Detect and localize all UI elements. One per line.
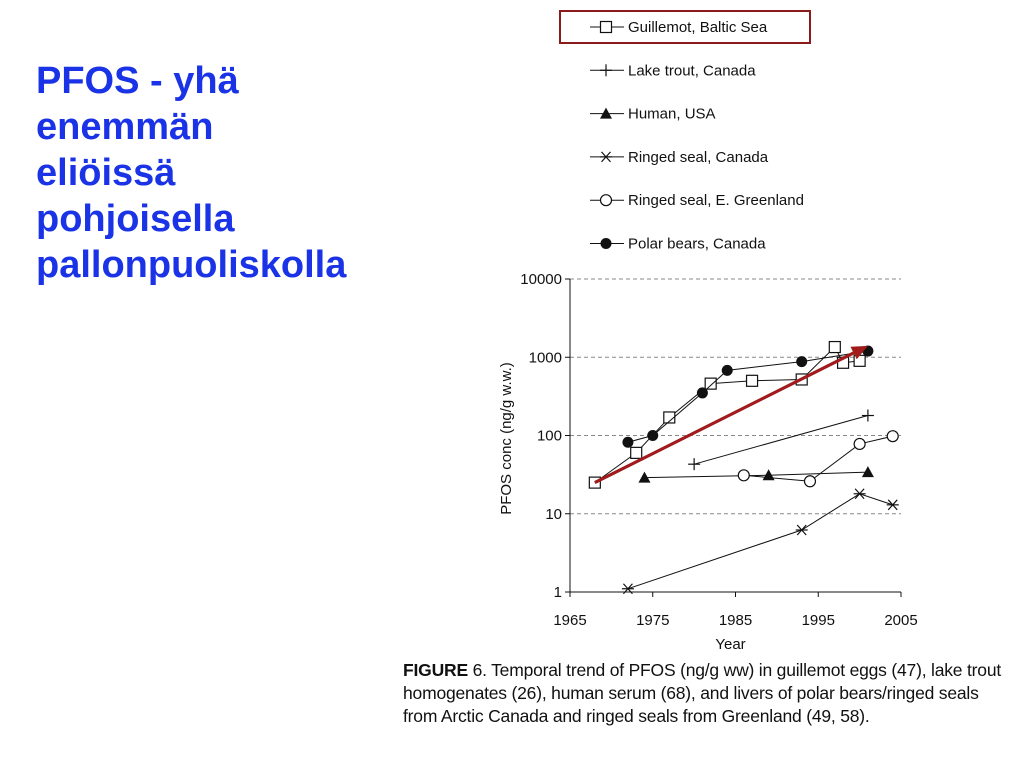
data-point: [796, 356, 808, 368]
caption-text: 6. Temporal trend of PFOS (ng/g ww) in g…: [403, 660, 1002, 726]
x-tick-label: 1965: [553, 612, 586, 629]
y-tick-label: 1000: [529, 349, 562, 366]
data-point: [638, 471, 651, 483]
data-point: [803, 475, 817, 488]
open-square-marker: [599, 20, 613, 34]
series-line: [693, 415, 869, 465]
slide-title-line: eliöissä: [36, 152, 176, 194]
data-point: [861, 466, 874, 478]
triangle-marker: [638, 471, 651, 483]
data-point: [828, 340, 841, 354]
asterisk-marker-d2: [622, 583, 633, 595]
data-point: [663, 411, 676, 424]
legend-highlight-box: [559, 10, 811, 44]
data-point: [696, 387, 708, 399]
data-point: [886, 499, 899, 511]
open-square-marker: [630, 446, 643, 459]
open-square-marker: [704, 377, 717, 390]
filled-circle-marker: [721, 364, 733, 376]
data-point: [721, 364, 733, 376]
slide-title-line: pohjoisella: [36, 198, 235, 240]
open-square-marker: [663, 411, 676, 424]
y-axis-label: PFOS conc (ng/g w.w.): [498, 362, 515, 515]
data-point: [853, 488, 866, 500]
series-line: [627, 493, 893, 590]
x-axis-label: Year: [715, 636, 745, 653]
legend-marker: [600, 107, 612, 119]
legend-label: Polar bears, Canada: [628, 236, 766, 253]
series-line: [743, 435, 893, 482]
triangle-marker: [861, 466, 874, 478]
legend-label: Ringed seal, E. Greenland: [628, 192, 804, 209]
filled-circle-marker: [796, 356, 808, 368]
data-point: [853, 437, 866, 451]
asterisk-marker-d2: [601, 151, 611, 163]
x-tick-label: 1975: [636, 612, 669, 629]
open-circle-marker: [599, 194, 613, 207]
asterisk-marker-d2: [796, 524, 807, 536]
data-point: [647, 430, 659, 441]
filled-circle-marker: [647, 430, 659, 441]
data-point: [704, 377, 717, 390]
open-circle-marker: [803, 475, 817, 488]
legend-marker: [600, 151, 612, 163]
x-tick-label: 2005: [884, 612, 917, 629]
y-tick-label: 1: [554, 584, 562, 601]
open-circle-marker: [853, 437, 866, 451]
open-circle-marker: [737, 469, 750, 482]
filled-circle-marker: [600, 238, 612, 249]
data-point: [795, 524, 808, 536]
slide-title-line: enemmän: [36, 106, 214, 148]
data-point: [737, 469, 750, 482]
data-point: [745, 374, 759, 387]
legend-label: Guillemot, Baltic Sea: [628, 19, 768, 36]
legend-label: Lake trout, Canada: [628, 62, 756, 79]
caption-label: FIGURE: [403, 660, 468, 680]
legend-marker: [600, 238, 612, 249]
data-point: [861, 409, 874, 422]
x-tick-label: 1995: [802, 612, 835, 629]
y-tick-label: 100: [537, 428, 562, 445]
legend-marker: [600, 64, 612, 77]
slide-title-line: pallonpuoliskolla: [36, 244, 347, 286]
slide-title: PFOS - yhä enemmän eliöissä pohjoisella …: [36, 58, 476, 288]
y-tick-label: 10: [545, 506, 562, 523]
asterisk-marker-d2: [887, 499, 898, 511]
filled-circle-marker: [622, 436, 634, 448]
asterisk-marker-d2: [854, 488, 865, 500]
trend-arrow-head: [850, 345, 868, 360]
legend-marker: [599, 194, 613, 207]
triangle-marker: [600, 107, 612, 119]
data-point: [688, 458, 701, 471]
data-point: [621, 583, 634, 595]
trend-arrow-shaft: [594, 351, 855, 485]
figure-caption: FIGURE 6. Temporal trend of PFOS (ng/g w…: [403, 659, 1015, 728]
slide-title-line: PFOS - yhä: [36, 60, 239, 102]
open-square-marker: [745, 374, 759, 387]
data-point: [630, 446, 643, 459]
open-square-marker: [828, 340, 841, 354]
pfos-chart: 1 10 100 1000 10000 1965 1975 1985 1995 2005 Year P…: [498, 10, 918, 653]
x-tick-label: 1985: [719, 612, 752, 629]
filled-circle-marker: [696, 387, 708, 399]
data-point: [622, 436, 634, 448]
legend-label: Human, USA: [628, 106, 716, 123]
open-circle-marker: [886, 430, 899, 443]
legend-marker: [599, 20, 613, 34]
data-point: [886, 430, 899, 443]
y-tick-label: 10000: [520, 271, 562, 288]
legend-label: Ringed seal, Canada: [628, 149, 769, 166]
